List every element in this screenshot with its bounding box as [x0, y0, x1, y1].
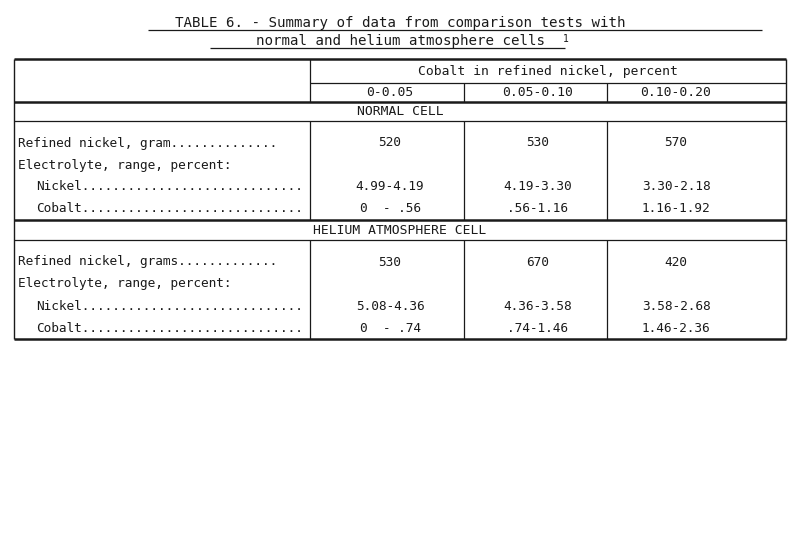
- Text: 570: 570: [665, 137, 687, 149]
- Text: 3.30-2.18: 3.30-2.18: [642, 181, 710, 193]
- Text: Electrolyte, range, percent:: Electrolyte, range, percent:: [18, 277, 231, 290]
- Text: Electrolyte, range, percent:: Electrolyte, range, percent:: [18, 159, 231, 171]
- Text: 4.36-3.58: 4.36-3.58: [504, 300, 572, 312]
- Text: 3.58-2.68: 3.58-2.68: [642, 300, 710, 312]
- Text: 0.10-0.20: 0.10-0.20: [641, 86, 711, 99]
- Text: 0-0.05: 0-0.05: [366, 86, 414, 99]
- Text: Cobalt.............................: Cobalt.............................: [36, 203, 303, 216]
- Text: Refined nickel, gram..............: Refined nickel, gram..............: [18, 137, 278, 149]
- Text: Cobalt in refined nickel, percent: Cobalt in refined nickel, percent: [418, 64, 678, 77]
- Text: 4.99-4.19: 4.99-4.19: [356, 181, 424, 193]
- Text: Refined nickel, grams.............: Refined nickel, grams.............: [18, 255, 278, 268]
- Text: 420: 420: [665, 255, 687, 268]
- Text: Nickel.............................: Nickel.............................: [36, 300, 303, 312]
- Text: 0.05-0.10: 0.05-0.10: [502, 86, 574, 99]
- Text: .56-1.16: .56-1.16: [507, 203, 569, 216]
- Text: 530: 530: [526, 137, 550, 149]
- Text: 520: 520: [378, 137, 402, 149]
- Text: NORMAL CELL: NORMAL CELL: [357, 105, 443, 118]
- Text: 0  - .56: 0 - .56: [359, 203, 421, 216]
- Text: 530: 530: [378, 255, 402, 268]
- Text: normal and helium atmosphere cells: normal and helium atmosphere cells: [255, 34, 545, 48]
- Text: 4.19-3.30: 4.19-3.30: [504, 181, 572, 193]
- Text: .74-1.46: .74-1.46: [507, 322, 569, 334]
- Text: 1: 1: [563, 34, 569, 44]
- Text: 0  - .74: 0 - .74: [359, 322, 421, 334]
- Text: Cobalt.............................: Cobalt.............................: [36, 322, 303, 334]
- Text: Nickel.............................: Nickel.............................: [36, 181, 303, 193]
- Text: TABLE 6. - Summary of data from comparison tests with: TABLE 6. - Summary of data from comparis…: [174, 16, 626, 30]
- Text: 1.46-2.36: 1.46-2.36: [642, 322, 710, 334]
- Text: 670: 670: [526, 255, 550, 268]
- Text: HELIUM ATMOSPHERE CELL: HELIUM ATMOSPHERE CELL: [314, 223, 486, 237]
- Text: 1.16-1.92: 1.16-1.92: [642, 203, 710, 216]
- Text: 5.08-4.36: 5.08-4.36: [356, 300, 424, 312]
